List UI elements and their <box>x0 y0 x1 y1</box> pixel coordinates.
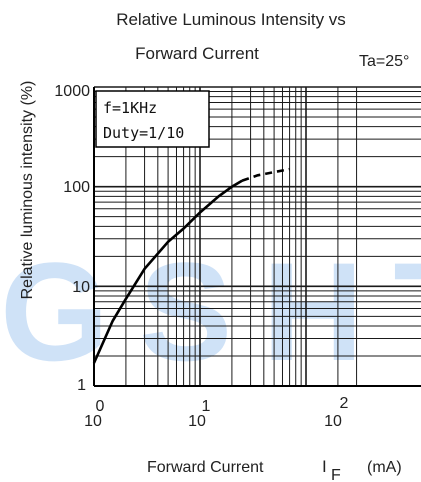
chart-title-line-2: Forward Current <box>135 44 259 63</box>
y-tick-label-1000: 1000 <box>54 83 90 100</box>
x-axis-unit: (mA) <box>367 459 402 476</box>
x-tick-exp: 1 <box>202 398 211 415</box>
x-tick-label-1: 10 0 <box>84 398 104 430</box>
x-tick-base: 10 <box>84 413 102 430</box>
chart-title-line-1: Relative Luminous Intensity vs <box>116 10 346 29</box>
watermark-text: GSHT <box>0 233 421 390</box>
series-line-solid <box>92 179 243 364</box>
watermark: GSHT <box>0 233 421 390</box>
x-axis-symbol: I <box>322 457 327 476</box>
y-tick-label-100: 100 <box>63 179 90 196</box>
x-axis-label: Forward Current <box>147 459 264 476</box>
x-axis-subscript: F <box>331 467 341 482</box>
y-tick-label-1: 1 <box>77 377 86 394</box>
y-axis-label: Relative luminous intensity (%) <box>19 81 36 300</box>
x-tick-base: 10 <box>324 413 342 430</box>
y-tick-label-10: 10 <box>72 279 90 296</box>
legend-box: f=1KHz Duty=1/10 <box>95 90 210 148</box>
temperature-note: Ta=25° <box>359 53 409 70</box>
x-tick-label-10: 10 1 <box>188 398 210 430</box>
x-tick-base: 10 <box>188 413 206 430</box>
x-tick-label-100: 10 2 <box>324 395 348 430</box>
legend-line-2: Duty=1/10 <box>103 124 184 142</box>
x-tick-exp: 0 <box>96 398 105 415</box>
legend-frame <box>95 90 210 148</box>
x-tick-exp: 2 <box>340 395 349 412</box>
series-group <box>92 167 290 364</box>
legend-line-1: f=1KHz <box>103 99 157 117</box>
series-line-dashed <box>241 167 290 182</box>
